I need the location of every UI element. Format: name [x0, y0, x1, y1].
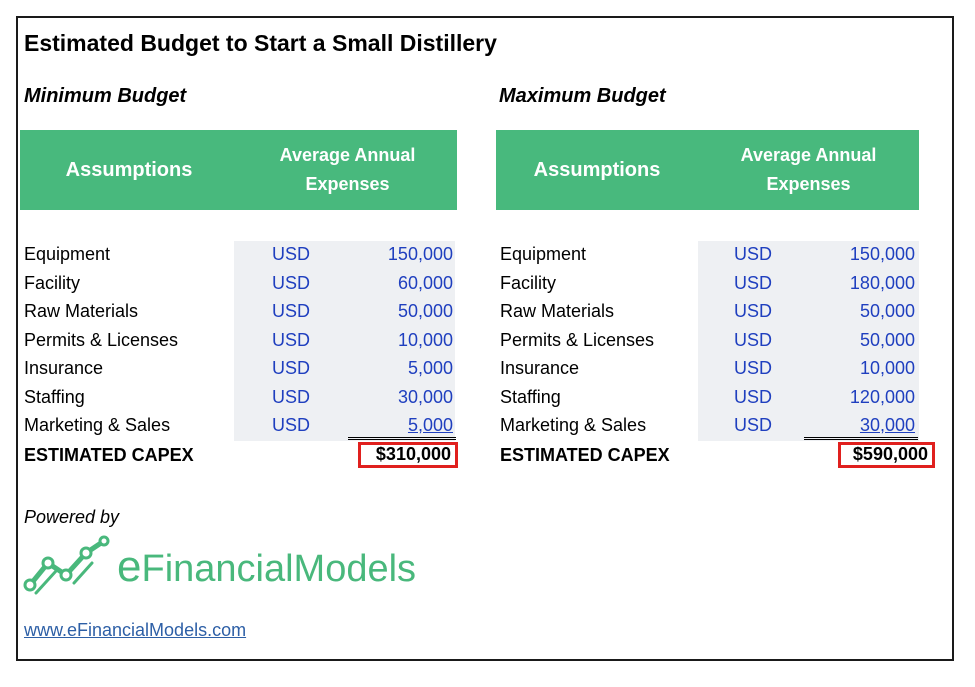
row-label: Equipment	[24, 244, 111, 264]
efinancialmodels-logo: eFinancialModels	[22, 535, 442, 595]
row-label: Equipment	[500, 244, 587, 264]
row-label: Insurance	[500, 358, 580, 378]
total-row: ESTIMATED CAPEX $590,000	[496, 441, 935, 471]
header-expenses: Average Annual Expenses	[740, 145, 877, 194]
currency-cell: USD	[734, 386, 773, 407]
row-label: Raw Materials	[24, 301, 139, 321]
total-label: ESTIMATED CAPEX	[24, 444, 194, 465]
chart-line-icon	[23, 535, 110, 595]
currency-cell: USD	[734, 301, 773, 321]
amount-cell: 5,000	[407, 358, 453, 378]
total-row: ESTIMATED CAPEX $310,000	[20, 441, 458, 471]
powered-by-label: Powered by	[24, 507, 120, 527]
table-header: Assumptions Average Annual Expenses	[20, 130, 457, 210]
table-row: Insurance USD 5,000	[20, 355, 457, 384]
currency-cell: USD	[734, 272, 773, 293]
total-value-highlight: $590,000	[838, 441, 935, 468]
row-label: Marketing & Sales	[500, 415, 647, 435]
currency-cell: USD	[272, 301, 311, 321]
total-value-highlight: $310,000	[358, 441, 458, 468]
amount-cell: 150,000	[387, 244, 453, 264]
row-label: Staffing	[500, 386, 561, 407]
value-cell-shading	[234, 355, 455, 384]
amount-cell: 120,000	[849, 386, 915, 407]
currency-cell: USD	[272, 358, 311, 378]
currency-cell: USD	[734, 415, 773, 435]
amount-cell: 180,000	[849, 272, 915, 293]
currency-cell: USD	[734, 329, 773, 350]
table-row: Raw Materials USD 50,000	[496, 298, 919, 327]
row-label: Marketing & Sales	[24, 415, 171, 435]
row-label: Facility	[24, 272, 81, 293]
value-cell-shading	[698, 355, 919, 384]
value-cell-shading	[234, 241, 455, 270]
table-body: Equipment USD 150,000 Facility USD 180,000 Raw…	[496, 241, 935, 471]
row-label: Facility	[500, 272, 557, 293]
amount-cell: 60,000	[397, 272, 453, 293]
value-cell-shading	[234, 326, 455, 355]
value-cell-shading	[234, 383, 455, 412]
currency-cell: USD	[734, 358, 773, 378]
value-cell-shading	[698, 326, 919, 355]
amount-cell: 30,000	[397, 386, 453, 407]
currency-cell: USD	[272, 386, 311, 407]
table-body: Equipment USD 150,000 Facility USD 60,000 Raw …	[20, 241, 458, 471]
currency-cell: USD	[272, 415, 311, 435]
value-cell-shading	[234, 269, 455, 298]
header-assumptions: Assumptions	[533, 158, 661, 181]
value-cell-shading	[698, 298, 919, 327]
page-title: Estimated Budget to Start a Small Distil…	[24, 30, 497, 56]
value-cell-shading	[698, 269, 919, 298]
amount-cell: 10,000	[859, 358, 915, 378]
table-row: Raw Materials USD 50,000	[20, 298, 457, 327]
table-row: Facility USD 180,000	[496, 269, 919, 298]
currency-cell: USD	[272, 272, 311, 293]
value-cell-shading	[698, 383, 919, 412]
header-assumptions: Assumptions	[65, 158, 193, 181]
amount-cell: 50,000	[397, 301, 453, 321]
row-label: Permits & Licenses	[500, 329, 655, 350]
row-label: Permits & Licenses	[24, 329, 179, 350]
currency-cell: USD	[272, 329, 311, 350]
table-row: Permits & Licenses USD 50,000	[496, 326, 919, 355]
maximum-budget-table: Assumptions Average Annual Expenses Equi…	[496, 130, 935, 468]
total-label: ESTIMATED CAPEX	[500, 444, 670, 465]
amount-cell: 30,000	[859, 415, 915, 435]
table-row: Equipment USD 150,000	[20, 241, 457, 270]
minimum-budget-heading: Minimum Budget	[24, 85, 187, 107]
logo-wordmark: eFinancialModels	[117, 542, 417, 591]
table-row: Equipment USD 150,000	[496, 241, 919, 270]
row-label: Raw Materials	[500, 301, 615, 321]
value-cell-shading	[234, 298, 455, 327]
row-label: Staffing	[24, 386, 85, 407]
amount-cell: 50,000	[859, 301, 915, 321]
amount-cell: 10,000	[397, 329, 453, 350]
row-label: Insurance	[24, 358, 104, 378]
amount-cell: 150,000	[849, 244, 915, 264]
currency-cell: USD	[272, 244, 311, 264]
website-link[interactable]: www.eFinancialModels.com	[24, 620, 247, 640]
table-row: Marketing & Sales USD 5,000	[20, 412, 457, 441]
table-row: Insurance USD 10,000	[496, 355, 919, 384]
table-row: Staffing USD 30,000	[20, 383, 457, 412]
table-row: Marketing & Sales USD 30,000	[496, 412, 919, 441]
table-row: Permits & Licenses USD 10,000	[20, 326, 457, 355]
amount-cell: 50,000	[859, 329, 915, 350]
table-header: Assumptions Average Annual Expenses	[496, 130, 919, 210]
value-cell-shading	[698, 241, 919, 270]
table-row: Facility USD 60,000	[20, 269, 457, 298]
header-expenses: Average Annual Expenses	[279, 145, 416, 194]
amount-cell: 5,000	[407, 415, 453, 435]
currency-cell: USD	[734, 244, 773, 264]
minimum-budget-table: Assumptions Average Annual Expenses Equi…	[20, 130, 458, 468]
maximum-budget-heading: Maximum Budget	[499, 85, 666, 107]
table-row: Staffing USD 120,000	[496, 383, 919, 412]
